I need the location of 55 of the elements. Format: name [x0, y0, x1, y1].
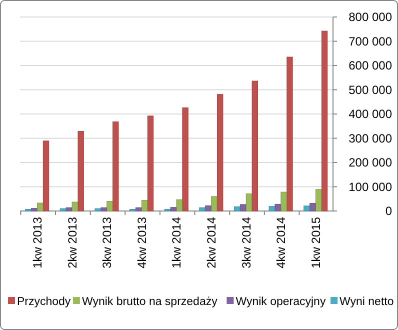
- y-tick-label: 800 000: [348, 10, 392, 24]
- bar: [94, 208, 101, 212]
- bar: [31, 208, 38, 212]
- bar: [234, 206, 240, 212]
- bar: [36, 202, 44, 212]
- bar: [268, 206, 275, 212]
- bar: [72, 202, 78, 212]
- x-tick-label: 1kw 2015: [308, 216, 323, 268]
- y-tick-label: 600 000: [348, 58, 392, 73]
- legend-label: Przychody: [17, 296, 71, 308]
- bar: [60, 208, 66, 212]
- bar: [176, 199, 182, 212]
- bar: [286, 56, 293, 212]
- y-tick-label: 700 000: [348, 34, 392, 48]
- bar: [316, 189, 322, 212]
- bar: [112, 122, 119, 212]
- bar: [182, 107, 188, 212]
- legend-label: Wynik operacyjny: [236, 296, 326, 308]
- bar: [240, 204, 246, 212]
- bar: [42, 140, 50, 212]
- bar: [170, 207, 176, 212]
- x-tick-label: 2kw 2013: [65, 216, 80, 268]
- bar: [141, 200, 148, 212]
- bar: [205, 205, 212, 212]
- bar: [274, 204, 281, 212]
- y-tick-label: 500 000: [348, 82, 392, 97]
- y-tick-label: 400 000: [348, 107, 392, 122]
- bar: [199, 207, 206, 212]
- bar: [135, 207, 142, 212]
- x-tick-label: 4kw 2014: [274, 216, 288, 268]
- bar: [252, 80, 258, 212]
- legend-label: Wyni netto: [340, 296, 394, 308]
- bar: [211, 196, 218, 212]
- bar: [66, 207, 72, 212]
- bar: [100, 207, 107, 212]
- bar: [280, 192, 287, 212]
- y-tick-label: 300 000: [348, 131, 392, 146]
- x-tick-label: 3kw 2014: [239, 216, 254, 268]
- x-tick-label: 4kw 2013: [134, 216, 149, 268]
- bar: [106, 201, 113, 212]
- bar: [246, 194, 252, 212]
- bar: [147, 116, 154, 212]
- y-tick-label: 0: [385, 204, 392, 218]
- bar: [310, 202, 316, 212]
- x-tick-label: 3kw 2013: [100, 216, 114, 268]
- bar: [217, 94, 224, 212]
- y-tick-label: 100 000: [348, 180, 392, 194]
- x-tick-label: 1kw 2013: [30, 216, 44, 268]
- y-tick-label: 200 000: [348, 156, 392, 170]
- bar: [304, 206, 310, 212]
- x-tick-label: 1kw 2014: [170, 216, 184, 268]
- x-tick-label: 2kw 2014: [204, 216, 219, 268]
- legend-label: Wynik brutto na sprzedaży: [82, 296, 218, 308]
- bar: [321, 30, 328, 212]
- bar: [78, 130, 84, 212]
